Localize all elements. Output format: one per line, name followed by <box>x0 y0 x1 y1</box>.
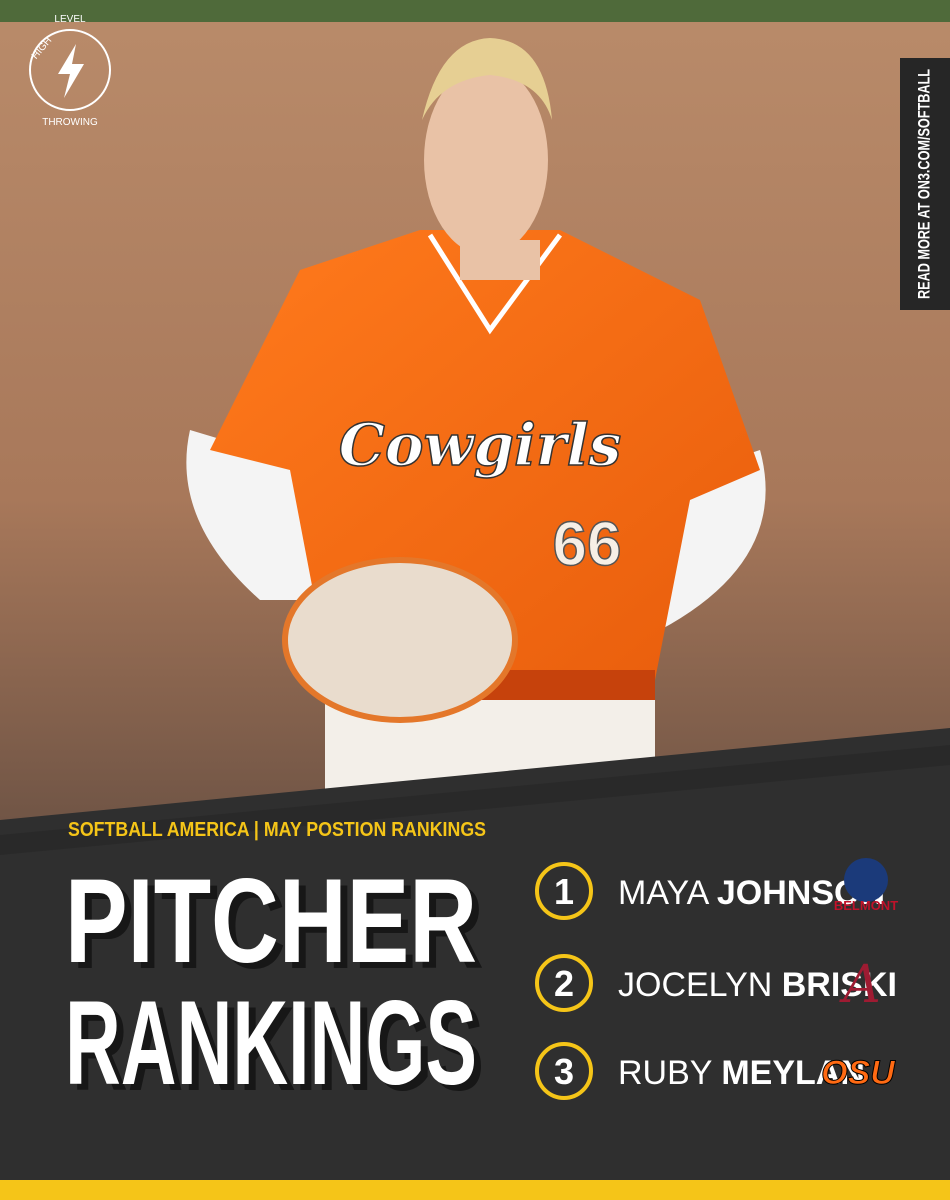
first-name: RUBY <box>618 1054 712 1092</box>
jersey-number: 66 <box>553 510 622 579</box>
logo-word: LEVEL <box>54 14 86 25</box>
player-illustration: Cowgirls 66 <box>186 38 766 840</box>
title-shadow: RANKINGS <box>72 982 484 1116</box>
team-logo: A <box>839 955 881 1015</box>
ranking-row: 3 RUBY MEYLAN OSU <box>535 1042 897 1100</box>
bottom-panel <box>0 728 950 1200</box>
first-name: MAYA <box>618 874 710 912</box>
ranking-row: 2 JOCELYN BRISKI A <box>535 954 897 1015</box>
team-logo: OSU <box>821 1054 896 1092</box>
first-name: JOCELYN <box>618 966 772 1004</box>
side-banner-box <box>900 58 950 310</box>
last-name: BRISKI <box>782 966 897 1004</box>
title-shadow: PITCHER <box>72 860 484 994</box>
title-line: PITCHER <box>65 854 477 988</box>
side-banner: READ MORE AT ON3.COM/SOFTBALL <box>914 69 933 299</box>
player-name: JOCELYN BRISKI <box>618 966 897 1004</box>
rank-number: 2 <box>554 963 574 1004</box>
jersey-text: Cowgirls <box>339 411 622 479</box>
bottom-bar <box>0 1180 950 1200</box>
logo-word: THROWING <box>42 117 98 128</box>
kicker: SOFTBALL AMERICA | MAY POSTION RANKINGS <box>68 819 486 841</box>
last-name: MEYLAN <box>721 1054 865 1092</box>
panel-shade <box>0 745 950 855</box>
ranking-row: 1 MAYA JOHNSON BELMONT <box>535 858 898 920</box>
player-name: RUBY MEYLAN <box>618 1054 865 1092</box>
title: PITCHER PITCHER RANKINGS RANKINGS <box>65 854 484 1116</box>
team-logo: BELMONT <box>834 898 898 913</box>
grass-strip <box>0 0 950 22</box>
rank-number: 1 <box>554 871 574 912</box>
rank-number: 3 <box>554 1051 574 1092</box>
title-line: RANKINGS <box>65 976 477 1110</box>
